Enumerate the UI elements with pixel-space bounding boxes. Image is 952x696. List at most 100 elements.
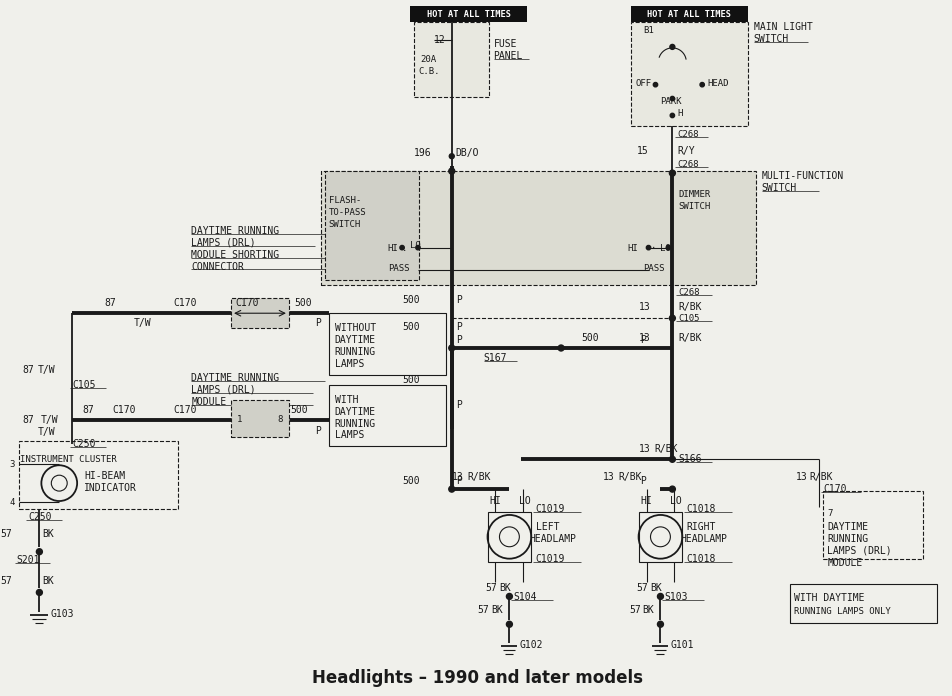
Text: 500: 500 [295, 299, 312, 308]
Bar [414, 22, 488, 97]
Circle shape [670, 45, 675, 49]
Text: G101: G101 [670, 640, 694, 650]
Text: R/BK: R/BK [467, 472, 491, 482]
Bar [410, 6, 527, 22]
Text: T/W: T/W [134, 318, 151, 328]
Text: DIMMER: DIMMER [679, 191, 710, 200]
Text: FUSE: FUSE [493, 39, 517, 49]
Text: HI-BEAM: HI-BEAM [84, 471, 126, 481]
Text: B1: B1 [644, 26, 654, 35]
Text: P: P [315, 318, 321, 328]
Text: C1018: C1018 [686, 553, 716, 564]
Text: 57: 57 [1, 529, 12, 539]
Circle shape [700, 83, 704, 87]
Text: C170: C170 [112, 404, 135, 415]
Text: LAMPS (DRL): LAMPS (DRL) [827, 546, 892, 555]
Bar [325, 171, 419, 280]
Bar [639, 512, 683, 562]
Text: .: . [402, 244, 407, 253]
Text: LO: LO [670, 496, 683, 506]
Text: 57: 57 [637, 583, 648, 594]
Text: 13: 13 [603, 472, 615, 482]
Circle shape [558, 345, 564, 351]
Bar [823, 491, 922, 559]
Text: BK: BK [42, 576, 54, 585]
Text: 87: 87 [23, 365, 34, 375]
Text: DB/O: DB/O [456, 148, 479, 158]
Text: 4: 4 [10, 498, 14, 507]
Text: 1: 1 [237, 415, 243, 424]
Text: BK: BK [500, 583, 511, 594]
Circle shape [658, 622, 664, 627]
Text: 87: 87 [23, 415, 34, 425]
Bar [487, 512, 531, 562]
Text: S103: S103 [664, 592, 688, 603]
Circle shape [506, 622, 512, 627]
Text: TO-PASS: TO-PASS [328, 208, 367, 217]
Text: 87: 87 [82, 404, 94, 415]
Circle shape [646, 246, 651, 250]
Text: P: P [456, 322, 462, 332]
Text: BK: BK [491, 606, 504, 615]
Text: P: P [456, 295, 462, 306]
Text: DAYTIME RUNNING: DAYTIME RUNNING [191, 373, 280, 383]
Circle shape [669, 457, 675, 462]
Text: 8: 8 [277, 415, 282, 424]
Text: MODULE: MODULE [827, 557, 863, 568]
Text: OFF: OFF [636, 79, 652, 88]
Text: C170: C170 [173, 299, 197, 308]
Text: RUNNING: RUNNING [334, 347, 376, 357]
Text: T/W: T/W [40, 415, 58, 425]
Text: S104: S104 [513, 592, 537, 603]
Text: HEAD: HEAD [707, 79, 728, 88]
Bar [321, 171, 756, 285]
Text: 57: 57 [1, 576, 12, 585]
Text: 20A: 20A [420, 55, 436, 64]
Text: T/W: T/W [37, 365, 55, 375]
Text: G102: G102 [520, 640, 543, 650]
Circle shape [670, 113, 675, 118]
Text: T/W: T/W [37, 427, 55, 438]
Text: DAYTIME: DAYTIME [827, 522, 868, 532]
Text: 12: 12 [434, 35, 446, 45]
Text: PARK: PARK [661, 97, 682, 106]
Text: 13: 13 [639, 444, 650, 454]
Text: C170: C170 [173, 404, 197, 415]
Text: RUNNING: RUNNING [334, 418, 376, 429]
Text: WITHOUT: WITHOUT [334, 323, 376, 333]
Text: R/BK: R/BK [654, 444, 678, 454]
Text: 13: 13 [452, 472, 464, 482]
Circle shape [36, 590, 42, 596]
Text: INDICATOR: INDICATOR [84, 483, 137, 493]
Text: P: P [641, 476, 646, 487]
Text: LO: LO [520, 496, 531, 506]
Text: C250: C250 [72, 439, 95, 450]
Text: H: H [677, 109, 683, 118]
Text: SWITCH: SWITCH [328, 220, 361, 229]
Text: SWITCH: SWITCH [754, 34, 789, 44]
Text: 500: 500 [403, 476, 420, 487]
Text: 500: 500 [581, 333, 599, 343]
Text: R/Y: R/Y [677, 146, 695, 156]
Text: S166: S166 [679, 454, 702, 464]
Text: 500: 500 [403, 295, 420, 306]
Text: RUNNING: RUNNING [827, 534, 868, 544]
Text: LAMPS: LAMPS [334, 430, 364, 441]
Bar [328, 313, 446, 375]
Text: PASS: PASS [644, 264, 665, 273]
Text: DAYTIME RUNNING: DAYTIME RUNNING [191, 226, 280, 236]
Text: WITH DAYTIME: WITH DAYTIME [794, 594, 864, 603]
Circle shape [449, 154, 454, 159]
Text: R/BK: R/BK [619, 472, 643, 482]
Text: LEFT: LEFT [536, 522, 560, 532]
Circle shape [653, 83, 658, 87]
Bar [231, 400, 288, 437]
Text: 13: 13 [639, 333, 650, 343]
Text: 196: 196 [414, 148, 432, 158]
Text: FLASH-: FLASH- [328, 196, 361, 205]
Text: WITH: WITH [334, 395, 358, 404]
Text: 87: 87 [104, 299, 116, 308]
Text: 3: 3 [10, 460, 14, 469]
Text: HI: HI [489, 496, 502, 506]
Text: R/BK: R/BK [809, 472, 833, 482]
